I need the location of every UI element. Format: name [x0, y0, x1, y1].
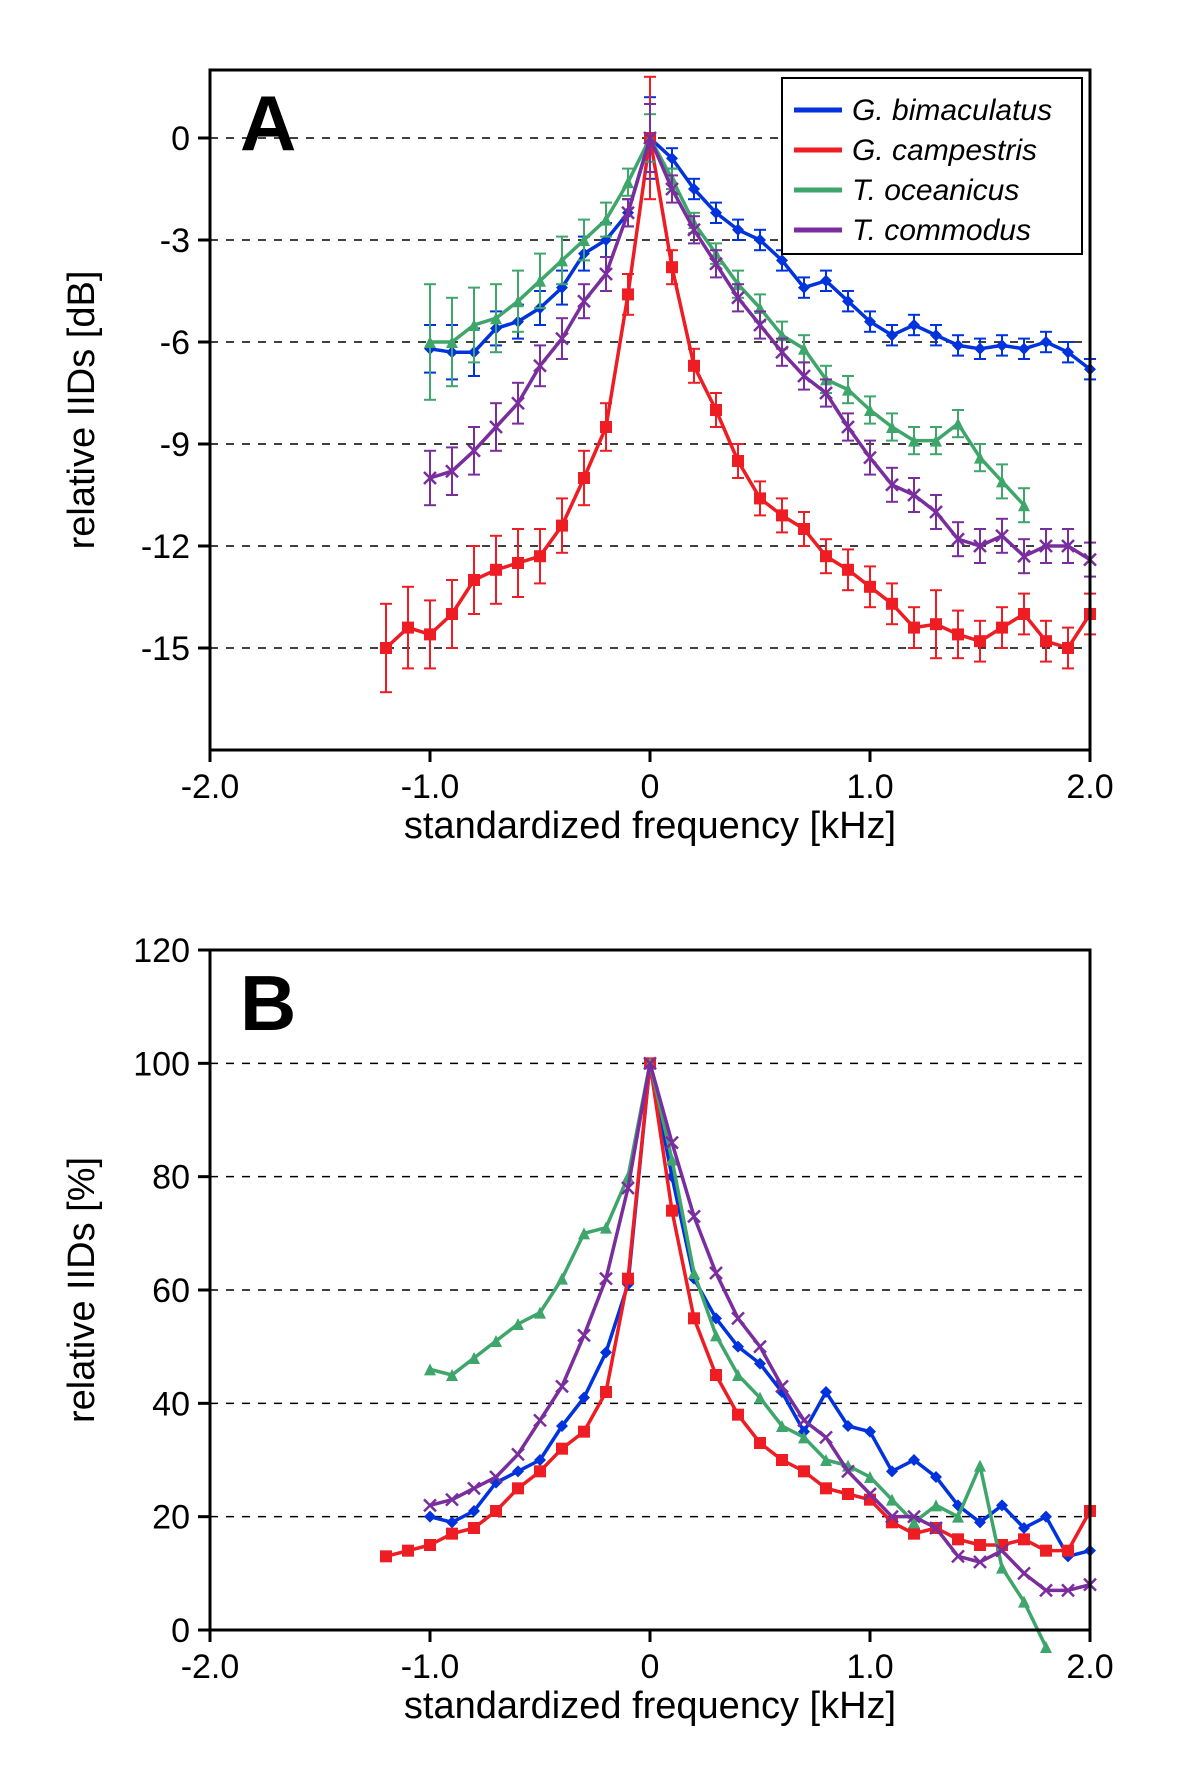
panel-b: -2.0 -1.0 0 1.0 2.0 0 20 40 60 80 100 120 standardiz…	[40, 920, 1140, 1745]
svg-text:60: 60	[152, 1272, 190, 1310]
svg-text:standardized frequency [kHz]: standardized frequency [kHz]	[404, 805, 896, 847]
svg-text:80: 80	[152, 1159, 190, 1197]
svg-text:2.0: 2.0	[1066, 768, 1113, 806]
svg-text:120: 120	[133, 932, 190, 970]
svg-text:B: B	[240, 959, 296, 1047]
svg-text:G. campestris: G. campestris	[852, 134, 1037, 167]
svg-text:standardized frequency [kHz]: standardized frequency [kHz]	[404, 1685, 896, 1727]
svg-text:T. oceanicus: T. oceanicus	[852, 174, 1019, 207]
svg-text:-1.0: -1.0	[401, 768, 460, 806]
svg-text:1.0: 1.0	[846, 768, 893, 806]
svg-text:-12: -12	[141, 528, 190, 566]
svg-text:0: 0	[641, 768, 660, 806]
svg-text:-2.0: -2.0	[181, 768, 240, 806]
svg-text:100: 100	[133, 1045, 190, 1083]
svg-text:-6: -6	[160, 324, 190, 362]
svg-text:-15: -15	[141, 630, 190, 668]
svg-text:-3: -3	[160, 222, 190, 260]
svg-text:0: 0	[171, 1612, 190, 1650]
svg-text:relative IIDs [%]: relative IIDs [%]	[61, 1157, 103, 1423]
svg-text:A: A	[240, 79, 296, 167]
panel-a: -2.0-1.001.02.0-15-12-9-6-30standardized…	[40, 20, 1140, 865]
svg-text:G. bimaculatus: G. bimaculatus	[852, 94, 1052, 127]
svg-text:T. commodus: T. commodus	[852, 214, 1031, 247]
svg-text:1.0: 1.0	[846, 1648, 893, 1686]
svg-text:20: 20	[152, 1499, 190, 1537]
svg-text:0: 0	[641, 1648, 660, 1686]
svg-text:-9: -9	[160, 426, 190, 464]
svg-text:-1.0: -1.0	[401, 1648, 460, 1686]
svg-text:-2.0: -2.0	[181, 1648, 240, 1686]
svg-text:40: 40	[152, 1385, 190, 1423]
svg-text:2.0: 2.0	[1066, 1648, 1113, 1686]
svg-text:0: 0	[171, 120, 190, 158]
svg-text:relative IIDs [dB]: relative IIDs [dB]	[61, 271, 103, 550]
